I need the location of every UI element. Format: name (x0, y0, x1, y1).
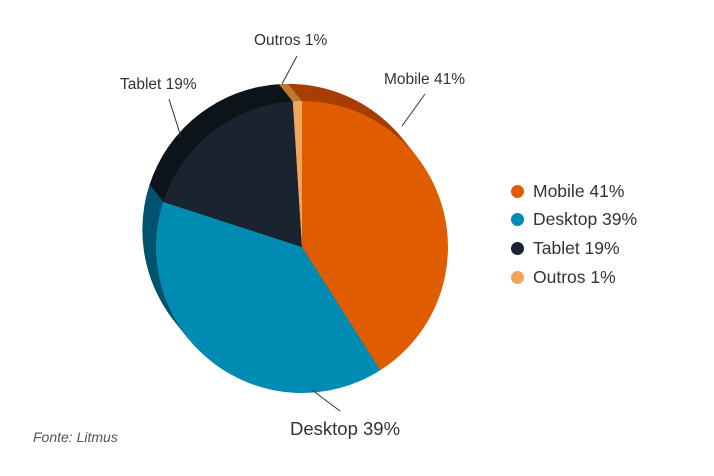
legend-label-desktop: Desktop 39% (533, 209, 638, 230)
legend-label-mobile: Mobile 41% (533, 180, 625, 201)
legend-swatch-outros (511, 270, 524, 284)
pie-slice-mobile (302, 101, 448, 371)
chart-legend: Mobile 41% Desktop 39% Tablet 19% Outros… (511, 177, 637, 291)
slice-label-outros: Outros 1% (254, 32, 327, 49)
legend-item-tablet: Tablet 19% (511, 234, 637, 263)
legend-swatch-tablet (511, 241, 524, 255)
pie-slices-group (156, 101, 448, 393)
leader-line-tablet (168, 98, 182, 138)
legend-item-mobile: Mobile 41% (511, 177, 637, 206)
legend-swatch-mobile (511, 184, 524, 198)
leader-line-mobile (401, 93, 426, 127)
pie-slice-desktop (156, 201, 381, 393)
slice-labels-group: Mobile 41% Desktop 39% Tablet 19% Outros 1% (120, 32, 465, 439)
legend-label-outros: Outros 1% (533, 266, 616, 287)
leader-line-outros (281, 55, 298, 85)
slice-label-tablet: Tablet 19% (120, 76, 197, 93)
pie-slice-tablet (163, 101, 302, 247)
leader-lines-group (168, 55, 426, 412)
pie-slice-outros (292, 101, 302, 247)
legend-item-desktop: Desktop 39% (511, 206, 637, 235)
source-note: Fonte: Litmus (33, 429, 118, 445)
legend-item-outros: Outros 1% (511, 263, 637, 292)
slice-label-mobile: Mobile 41% (384, 71, 465, 88)
legend-label-tablet: Tablet 19% (533, 237, 620, 258)
legend-swatch-desktop (511, 213, 524, 227)
slice-label-desktop: Desktop 39% (290, 418, 400, 439)
leader-line-desktop (311, 389, 341, 412)
